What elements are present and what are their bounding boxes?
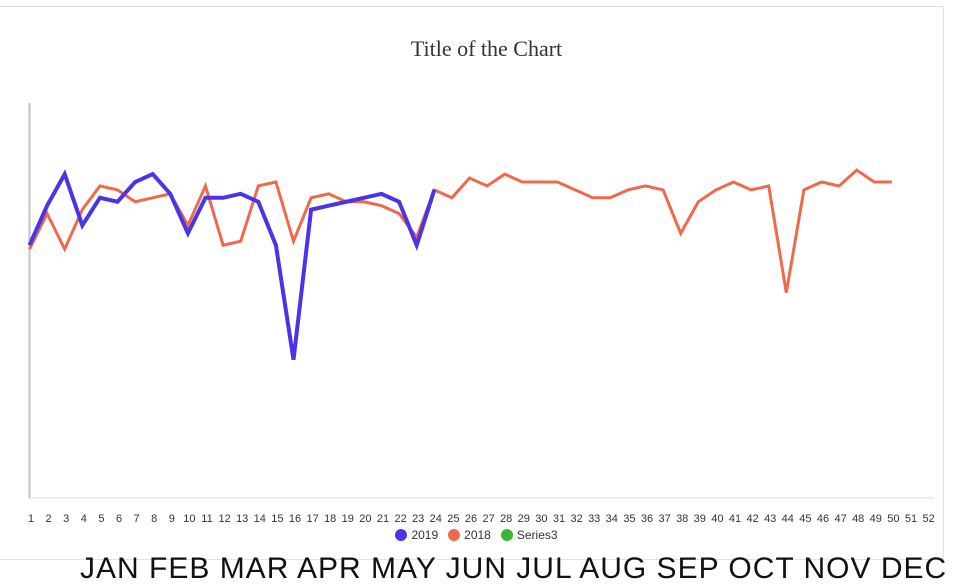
x-tick-label: 38 [676, 513, 688, 525]
x-tick-label: 36 [641, 513, 653, 525]
chart-title: Title of the Chart [410, 36, 563, 61]
x-tick-label: 17 [306, 513, 318, 525]
month-labels-overflow: JAN FEB MAR APR MAY JUN JUL AUG SEP OCT … [80, 552, 948, 585]
x-tick-label: 20 [359, 513, 371, 525]
x-tick-label: 18 [324, 513, 336, 525]
x-tick-label: 28 [500, 513, 512, 525]
legend-marker-series3 [500, 529, 513, 541]
x-tick-label: 21 [377, 513, 389, 525]
x-tick-label: 24 [430, 513, 442, 525]
x-tick-label: 2 [46, 513, 52, 525]
x-tick-label: 25 [447, 513, 459, 525]
x-tick-label: 12 [218, 513, 230, 525]
x-tick-label: 13 [236, 513, 248, 525]
x-tick-label: 45 [799, 513, 811, 525]
legend-marker-2018 [448, 529, 461, 541]
x-tick-label: 51 [905, 513, 917, 525]
x-tick-label: 14 [254, 513, 266, 525]
x-tick-label: 43 [764, 513, 776, 525]
chart-frame [0, 6, 944, 560]
x-tick-label: 1 [28, 513, 34, 525]
x-tick-label: 30 [535, 513, 547, 525]
legend-item-series3[interactable]: Series3 [500, 528, 558, 542]
x-tick-label: 33 [588, 513, 600, 525]
x-tick-label: 3 [63, 513, 69, 525]
x-tick-label: 26 [465, 513, 477, 525]
x-tick-label: 5 [98, 513, 104, 525]
x-tick-label: 11 [201, 513, 212, 525]
x-tick-label: 44 [782, 513, 794, 525]
line-chart: 1 2 3 4 5 6 7 8 9 10 11 12 13 14 15 16 17 18 19 20 21 22 23 24 2… [27, 103, 935, 525]
x-tick-label: 22 [394, 513, 406, 525]
x-tick-label: 40 [711, 513, 723, 525]
x-tick-label: 29 [518, 513, 530, 525]
x-tick-label: 19 [342, 513, 354, 525]
legend-item-2019[interactable]: 2019 [395, 528, 438, 542]
x-tick-label: 41 [729, 513, 741, 525]
x-tick-label: 27 [482, 513, 494, 525]
x-tick-label: 7 [134, 513, 140, 525]
x-tick-label: 46 [817, 513, 829, 525]
x-tick-label: 8 [151, 513, 157, 525]
legend-marker-2019 [395, 529, 408, 541]
x-tick-label: 31 [553, 513, 565, 525]
x-tick-label: 23 [412, 513, 424, 525]
x-tick-label: 4 [81, 513, 87, 525]
x-tick-label: 48 [852, 513, 864, 525]
legend-label-2019: 2019 [411, 528, 439, 542]
x-tick-label: 10 [183, 513, 195, 525]
series-line-2019 [27, 169, 437, 361]
x-tick-label: 35 [623, 513, 635, 525]
x-tick-label: 49 [870, 513, 882, 525]
x-tick-label: 42 [746, 513, 758, 525]
legend-item-2018[interactable]: 2018 [448, 528, 491, 542]
series-line-2018 [28, 168, 892, 293]
x-tick-label: 15 [271, 513, 283, 525]
x-tick-label: 9 [169, 513, 175, 525]
x-tick-label: 6 [116, 513, 122, 525]
legend-label-series3: Series3 [516, 528, 558, 542]
x-tick-label: 52 [922, 513, 934, 525]
legend-label-2018: 2018 [464, 528, 491, 542]
x-tick-label: 47 [834, 513, 846, 525]
x-tick-label: 50 [887, 513, 899, 525]
x-tick-label: 39 [694, 513, 706, 525]
x-tick-label: 32 [570, 513, 582, 525]
x-tick-label: 37 [658, 513, 670, 525]
x-tick-label: 34 [606, 513, 618, 525]
x-tick-label: 16 [289, 513, 301, 525]
chart-legend: 2019 2018 Series3 [0, 528, 953, 542]
